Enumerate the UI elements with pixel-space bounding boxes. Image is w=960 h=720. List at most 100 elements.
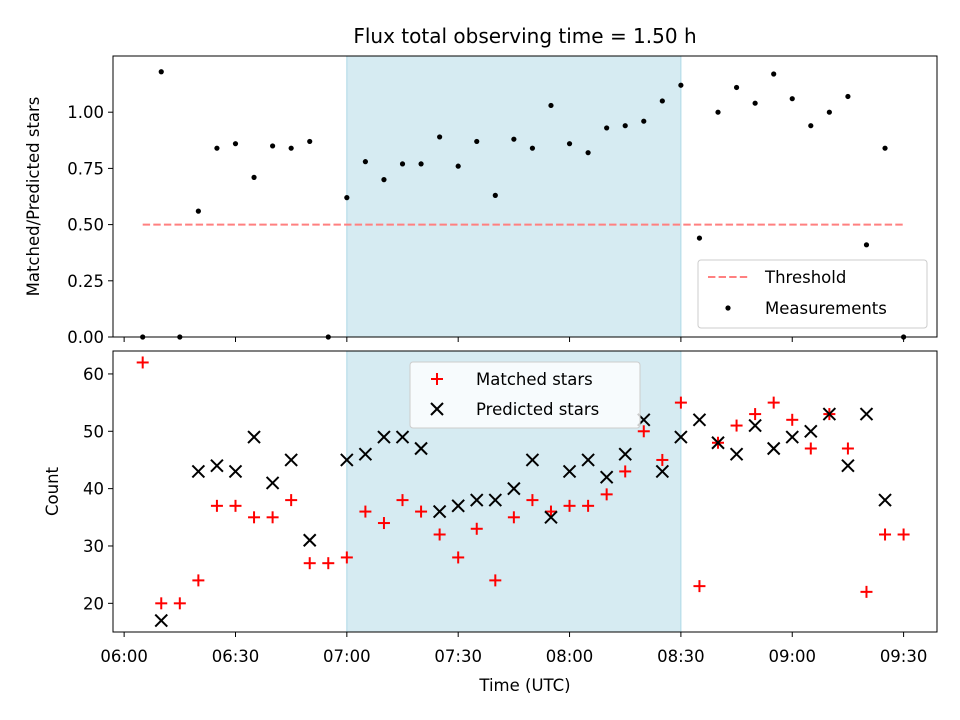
matched-star-point <box>452 551 465 564</box>
top-y-ticks: 0.00 0.25 0.50 0.75 1.00 <box>67 103 113 347</box>
predicted-star-point <box>692 413 707 427</box>
measurement-point <box>251 174 257 180</box>
y-tick-label: 20 <box>83 594 104 613</box>
matched-star-point <box>674 396 687 409</box>
matched-star-point <box>192 574 205 587</box>
bottom-legend-box <box>409 361 641 429</box>
matched-star-point <box>377 517 390 530</box>
predicted-star-point <box>247 430 261 444</box>
measurement-point <box>715 109 721 115</box>
measurement-point <box>585 150 591 156</box>
measurement-point <box>752 100 758 106</box>
measurement-point <box>399 161 406 167</box>
top-x-ticks <box>123 337 905 342</box>
predicted-star-point <box>544 510 558 525</box>
predicted-star-point <box>711 436 725 450</box>
measurement-point <box>158 69 164 75</box>
matched-star-point <box>340 551 353 564</box>
measurement-point <box>529 145 536 151</box>
predicted-star-point <box>878 493 892 507</box>
measurement-point <box>511 136 517 142</box>
matched-star-point <box>210 499 223 512</box>
predicted-star-point <box>377 430 391 444</box>
measurement-point <box>882 145 888 151</box>
x-tick-label: 06:30 <box>212 647 260 666</box>
predicted-star-point <box>488 493 503 507</box>
predicted-star-point <box>432 504 447 519</box>
measurement-point <box>381 177 387 183</box>
y-tick-label: 0.00 <box>67 328 104 347</box>
matched-star-point <box>544 505 557 518</box>
matched-star-point <box>396 494 409 507</box>
x-tick-label: 08:00 <box>546 647 594 666</box>
matched-star-point <box>322 557 335 570</box>
predicted-star-point <box>191 464 206 479</box>
y-tick-label: 0.25 <box>67 272 104 291</box>
matched-star-point <box>897 528 910 541</box>
measurement-point <box>678 82 684 88</box>
measurement-point <box>845 93 851 100</box>
measurement-point <box>789 96 795 102</box>
predicted-stars-points <box>154 407 892 628</box>
predicted-star-point <box>674 430 688 444</box>
matched-star-point <box>786 413 799 426</box>
matched-star-point <box>415 505 428 518</box>
measurement-point <box>808 123 814 129</box>
matched-star-point <box>563 499 576 512</box>
top-y-axis-label: Matched/Predicted stars <box>24 97 43 297</box>
predicted-star-point <box>265 476 280 490</box>
measurement-point <box>474 138 480 145</box>
threshold-legend-label: Threshold <box>764 268 846 287</box>
matched-star-point <box>804 442 817 455</box>
chart-title: Flux total observing time = 1.50 h <box>353 24 696 48</box>
predicted-star-point <box>228 464 243 479</box>
top-axes-frame <box>112 55 938 338</box>
top-legend: Threshold Measurements <box>697 259 928 329</box>
predicted-star-point <box>766 441 781 456</box>
y-tick-label: 0.50 <box>67 216 104 235</box>
predicted-star-point <box>748 418 762 433</box>
predicted-star-point <box>470 493 484 507</box>
measurement-point <box>195 208 201 214</box>
bottom-legend: Matched stars Predicted stars <box>409 361 641 429</box>
matched-stars-legend-marker <box>431 373 443 385</box>
predicted-stars-legend-swatch <box>430 402 444 416</box>
predicted-star-point <box>822 407 837 421</box>
predicted-star-point <box>414 441 428 456</box>
predicted-star-point <box>562 464 577 479</box>
matched-star-point <box>285 494 298 507</box>
predicted-star-point <box>525 453 540 467</box>
measurement-point <box>566 141 573 147</box>
measurement-point <box>307 138 313 145</box>
predicted-star-point <box>785 430 799 444</box>
matched-star-point <box>656 453 669 466</box>
matched-star-point <box>619 465 632 478</box>
matched-stars-legend-label: Matched stars <box>476 370 593 389</box>
top-legend-box <box>697 259 928 329</box>
bottom-y-axis-label: Count <box>43 466 62 516</box>
measurements-legend-label: Measurements <box>765 299 887 318</box>
y-tick-label: 1.00 <box>67 103 104 122</box>
predicted-star-point <box>599 470 614 484</box>
measurement-point <box>696 235 703 241</box>
matched-star-point <box>841 442 854 455</box>
x-tick-label: 09:00 <box>768 647 816 666</box>
y-tick-label: 0.75 <box>67 159 104 178</box>
measurement-point <box>641 118 647 124</box>
matched-star-point <box>582 499 595 512</box>
measurement-point <box>214 145 220 151</box>
matched-star-point <box>507 511 520 524</box>
measurement-point <box>492 192 498 198</box>
y-tick-label: 60 <box>83 365 104 384</box>
measurement-point <box>232 141 239 147</box>
top-observing-interval-shade <box>346 55 682 338</box>
measurement-point <box>288 145 294 151</box>
predicted-star-point <box>507 481 521 496</box>
matched-stars-legend-swatch <box>431 373 443 385</box>
predicted-stars-legend-marker <box>430 402 444 416</box>
matched-star-point <box>600 488 613 501</box>
matched-star-point <box>860 585 873 598</box>
matched-star-point <box>359 505 372 518</box>
measurement-point <box>344 195 350 201</box>
